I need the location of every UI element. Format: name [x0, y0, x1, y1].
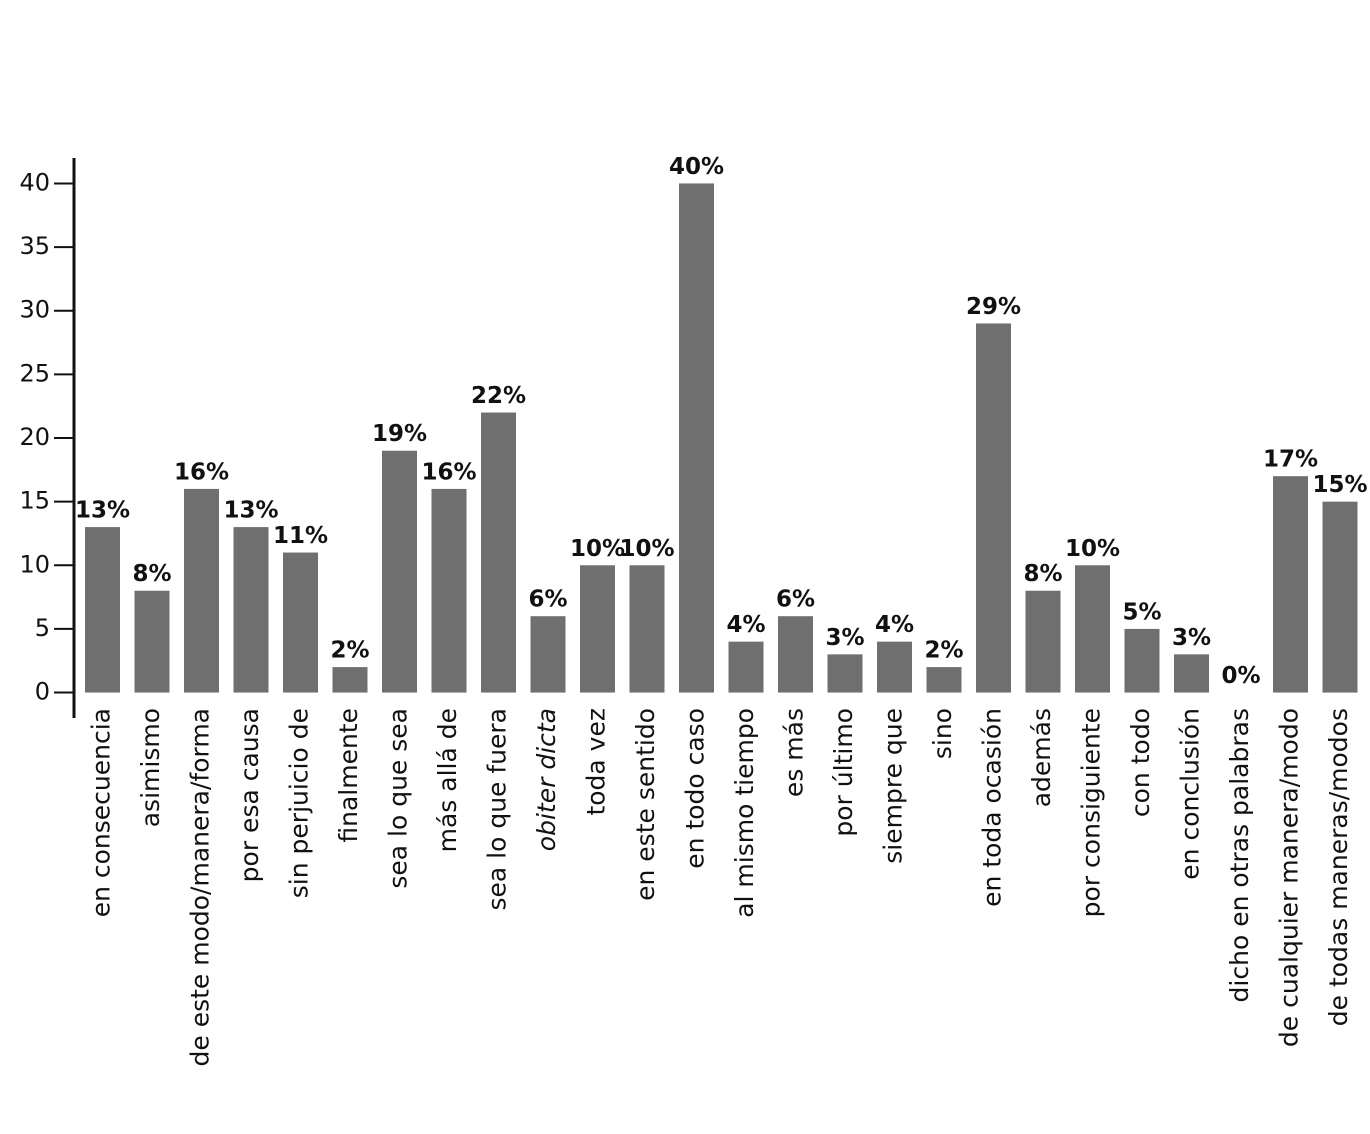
bar	[629, 565, 665, 693]
x-tick-label: de todas maneras/modos	[1324, 708, 1353, 1026]
bar	[679, 183, 714, 693]
y-tick-label: 25	[19, 359, 50, 387]
x-tick-label: más allá de	[433, 708, 462, 852]
bar	[283, 552, 318, 693]
bar	[1124, 628, 1160, 693]
value-label: 11%	[273, 523, 328, 549]
value-label: 6%	[776, 587, 815, 613]
value-label: 3%	[825, 625, 864, 651]
value-label: 13%	[75, 498, 130, 524]
bar	[431, 488, 467, 693]
bar	[1025, 590, 1061, 693]
x-tick-label: sino	[928, 708, 957, 759]
x-tick-label: en toda ocasión	[978, 708, 1007, 907]
x-tick-label: además	[1027, 708, 1056, 807]
x-tick-label: en conclusión	[1176, 708, 1205, 880]
value-label: 29%	[966, 294, 1021, 320]
x-tick-label: en consecuencia	[87, 708, 116, 917]
value-label: 22%	[471, 383, 526, 409]
x-tick-label: es más	[780, 708, 809, 797]
bar	[85, 527, 120, 693]
x-tick-label: sin perjuicio de	[285, 708, 314, 898]
bar	[481, 412, 516, 693]
x-tick-label: por consiguiente	[1077, 708, 1106, 917]
value-label: 2%	[924, 638, 963, 664]
x-tick-label: finalmente	[334, 708, 363, 843]
x-tick-label: con todo	[1126, 708, 1155, 817]
bar	[1273, 476, 1308, 693]
x-tick-label: toda vez	[582, 708, 611, 816]
value-label: 10%	[570, 536, 625, 562]
value-label: 4%	[875, 612, 914, 638]
value-label: 2%	[330, 638, 369, 664]
x-tick-label: siempre que	[879, 708, 908, 864]
bar	[1075, 565, 1110, 693]
bar	[233, 527, 269, 693]
value-label: 6%	[528, 587, 567, 613]
value-label: 15%	[1312, 472, 1367, 498]
x-tick-label: en todo caso	[681, 708, 710, 869]
value-label: 4%	[726, 612, 765, 638]
x-tick-label: sea lo que sea	[384, 708, 413, 889]
bar	[580, 565, 615, 693]
x-tick-label: de este modo/manera/forma	[186, 708, 215, 1067]
bar	[827, 654, 863, 693]
bar	[976, 323, 1011, 693]
value-label: 8%	[1023, 561, 1062, 587]
x-tick-label: sea lo que fuera	[483, 708, 512, 911]
bar	[1322, 501, 1358, 693]
bar	[184, 488, 219, 693]
bar	[382, 450, 417, 693]
x-tick-label: asimismo	[136, 708, 165, 827]
x-tick-label: obiter dicta	[532, 708, 561, 851]
value-label: 3%	[1172, 625, 1211, 651]
value-label: 0%	[1221, 663, 1260, 689]
x-tick-label: dicho en otras palabras	[1225, 708, 1254, 1002]
bar	[134, 590, 170, 693]
x-tick-label: al mismo tiempo	[730, 708, 759, 918]
bar	[530, 616, 566, 693]
y-tick-label: 40	[19, 168, 50, 196]
bar	[728, 641, 764, 693]
y-tick-label: 15	[19, 487, 50, 515]
x-tick-label: de cualquier manera/modo	[1275, 708, 1304, 1047]
value-label: 8%	[132, 561, 171, 587]
value-label: 13%	[223, 498, 278, 524]
value-label: 10%	[619, 536, 674, 562]
y-tick-label: 5	[35, 614, 50, 642]
value-label: 16%	[421, 459, 476, 485]
bar	[877, 641, 912, 693]
value-label: 19%	[372, 421, 427, 447]
value-label: 17%	[1263, 447, 1318, 473]
x-tick-label: por último	[829, 708, 858, 837]
value-label: 16%	[174, 459, 229, 485]
y-tick-label: 10	[19, 550, 50, 578]
bar	[778, 616, 813, 693]
value-label: 40%	[669, 154, 724, 180]
y-tick-label: 30	[19, 296, 50, 324]
x-tick-label: por esa causa	[235, 708, 264, 882]
y-tick-label: 35	[19, 232, 50, 260]
value-label: 10%	[1065, 536, 1120, 562]
bar	[1174, 654, 1209, 693]
y-tick-label: 0	[35, 678, 50, 706]
bar	[332, 667, 368, 693]
x-tick-label: en este sentido	[631, 708, 660, 901]
value-label: 5%	[1122, 599, 1161, 625]
bar	[926, 667, 962, 693]
y-tick-label: 20	[19, 423, 50, 451]
